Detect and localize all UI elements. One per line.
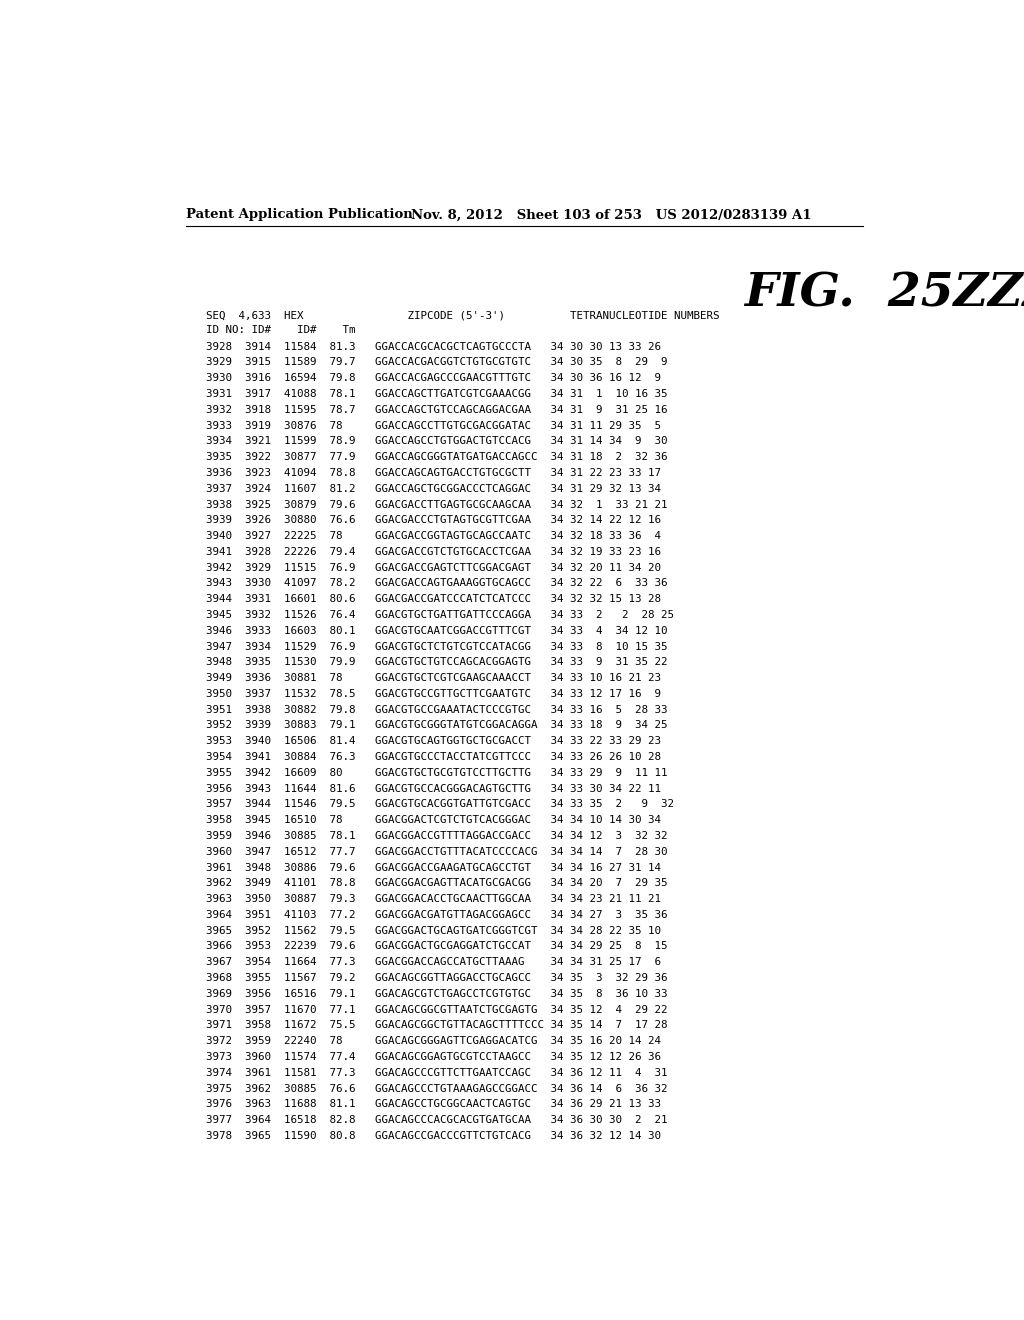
Text: 3965  3952  11562  79.5   GGACGGACTGCAGTGATCGGGTCGT  34 34 28 22 35 10: 3965 3952 11562 79.5 GGACGGACTGCAGTGATCG… bbox=[206, 925, 660, 936]
Text: 3933  3919  30876  78     GGACCAGCCTTGTGCGACGGATAC   34 31 11 29 35  5: 3933 3919 30876 78 GGACCAGCCTTGTGCGACGGA… bbox=[206, 421, 660, 430]
Text: 3959  3946  30885  78.1   GGACGGACCGTTTTAGGACCGACC   34 34 12  3  32 32: 3959 3946 30885 78.1 GGACGGACCGTTTTAGGAC… bbox=[206, 832, 667, 841]
Text: 3978  3965  11590  80.8   GGACAGCCGACCCGTTCTGTCACG   34 36 32 12 14 30: 3978 3965 11590 80.8 GGACAGCCGACCCGTTCTG… bbox=[206, 1131, 660, 1140]
Text: 3955  3942  16609  80     GGACGTGCTGCGTGTCCTTGCTTG   34 33 29  9  11 11: 3955 3942 16609 80 GGACGTGCTGCGTGTCCTTGC… bbox=[206, 768, 667, 777]
Text: 3938  3925  30879  79.6   GGACGACCTTGAGTGCGCAAGCAA   34 32  1  33 21 21: 3938 3925 30879 79.6 GGACGACCTTGAGTGCGCA… bbox=[206, 499, 667, 510]
Text: 3953  3940  16506  81.4   GGACGTGCAGTGGTGCTGCGACCT   34 33 22 33 29 23: 3953 3940 16506 81.4 GGACGTGCAGTGGTGCTGC… bbox=[206, 737, 660, 746]
Text: 3957  3944  11546  79.5   GGACGTGCACGGTGATTGTCGACC   34 33 35  2   9  32: 3957 3944 11546 79.5 GGACGTGCACGGTGATTGT… bbox=[206, 800, 674, 809]
Text: 3972  3959  22240  78     GGACAGCGGGAGTTCGAGGACATCG  34 35 16 20 14 24: 3972 3959 22240 78 GGACAGCGGGAGTTCGAGGAC… bbox=[206, 1036, 660, 1047]
Text: 3937  3924  11607  81.2   GGACCAGCTGCGGACCCTCAGGAC   34 31 29 32 13 34: 3937 3924 11607 81.2 GGACCAGCTGCGGACCCTC… bbox=[206, 483, 660, 494]
Text: 3928  3914  11584  81.3   GGACCACGCACGCTCAGTGCCCTA   34 30 30 13 33 26: 3928 3914 11584 81.3 GGACCACGCACGCTCAGTG… bbox=[206, 342, 660, 351]
Text: SEQ  4,633  HEX                ZIPCODE (5'-3')          TETRANUCLEOTIDE NUMBERS: SEQ 4,633 HEX ZIPCODE (5'-3') TETRANUCLE… bbox=[206, 312, 719, 321]
Text: ID NO: ID#    ID#    Tm: ID NO: ID# ID# Tm bbox=[206, 325, 355, 335]
Text: 3951  3938  30882  79.8   GGACGTGCCGAAATACTCCCGTGC   34 33 16  5  28 33: 3951 3938 30882 79.8 GGACGTGCCGAAATACTCC… bbox=[206, 705, 667, 714]
Text: 3958  3945  16510  78     GGACGGACTCGTCTGTCACGGGAC   34 34 10 14 30 34: 3958 3945 16510 78 GGACGGACTCGTCTGTCACGG… bbox=[206, 816, 660, 825]
Text: 3947  3934  11529  76.9   GGACGTGCTCTGTCGTCCATACGG   34 33  8  10 15 35: 3947 3934 11529 76.9 GGACGTGCTCTGTCGTCCA… bbox=[206, 642, 667, 652]
Text: 3969  3956  16516  79.1   GGACAGCGTCTGAGCCTCGTGTGC   34 35  8  36 10 33: 3969 3956 16516 79.1 GGACAGCGTCTGAGCCTCG… bbox=[206, 989, 667, 999]
Text: 3956  3943  11644  81.6   GGACGTGCCACGGGACAGTGCTTG   34 33 30 34 22 11: 3956 3943 11644 81.6 GGACGTGCCACGGGACAGT… bbox=[206, 784, 660, 793]
Text: 3961  3948  30886  79.6   GGACGGACCGAAGATGCAGCCTGT   34 34 16 27 31 14: 3961 3948 30886 79.6 GGACGGACCGAAGATGCAG… bbox=[206, 862, 660, 873]
Text: 3944  3931  16601  80.6   GGACGACCGATCCCATCTCATCCC   34 32 32 15 13 28: 3944 3931 16601 80.6 GGACGACCGATCCCATCTC… bbox=[206, 594, 660, 605]
Text: 3950  3937  11532  78.5   GGACGTGCCGTTGCTTCGAATGTC   34 33 12 17 16  9: 3950 3937 11532 78.5 GGACGTGCCGTTGCTTCGA… bbox=[206, 689, 660, 698]
Text: 3960  3947  16512  77.7   GGACGGACCTGTTTACATCCCCACG  34 34 14  7  28 30: 3960 3947 16512 77.7 GGACGGACCTGTTTACATC… bbox=[206, 847, 667, 857]
Text: 3970  3957  11670  77.1   GGACAGCGGCGTTAATCTGCGAGTG  34 35 12  4  29 22: 3970 3957 11670 77.1 GGACAGCGGCGTTAATCTG… bbox=[206, 1005, 667, 1015]
Text: 3930  3916  16594  79.8   GGACCACGAGCCCGAACGTTTGTC   34 30 36 16 12  9: 3930 3916 16594 79.8 GGACCACGAGCCCGAACGT… bbox=[206, 374, 660, 383]
Text: Patent Application Publication: Patent Application Publication bbox=[186, 209, 413, 222]
Text: 3939  3926  30880  76.6   GGACGACCCTGTAGTGCGTTCGAA   34 32 14 22 12 16: 3939 3926 30880 76.6 GGACGACCCTGTAGTGCGT… bbox=[206, 515, 660, 525]
Text: 3943  3930  41097  78.2   GGACGACCAGTGAAAGGTGCAGCC   34 32 22  6  33 36: 3943 3930 41097 78.2 GGACGACCAGTGAAAGGTG… bbox=[206, 578, 667, 589]
Text: 3941  3928  22226  79.4   GGACGACCGTCTGTGCACCTCGAA   34 32 19 33 23 16: 3941 3928 22226 79.4 GGACGACCGTCTGTGCACC… bbox=[206, 546, 660, 557]
Text: 3966  3953  22239  79.6   GGACGGACTGCGAGGATCTGCCAT   34 34 29 25  8  15: 3966 3953 22239 79.6 GGACGGACTGCGAGGATCT… bbox=[206, 941, 667, 952]
Text: 3976  3963  11688  81.1   GGACAGCCTGCGGCAACTCAGTGC   34 36 29 21 13 33: 3976 3963 11688 81.1 GGACAGCCTGCGGCAACTC… bbox=[206, 1100, 660, 1109]
Text: 3977  3964  16518  82.8   GGACAGCCCACGCACGTGATGCAA   34 36 30 30  2  21: 3977 3964 16518 82.8 GGACAGCCCACGCACGTGA… bbox=[206, 1115, 667, 1125]
Text: 3948  3935  11530  79.9   GGACGTGCTGTCCAGCACGGAGTG   34 33  9  31 35 22: 3948 3935 11530 79.9 GGACGTGCTGTCCAGCACG… bbox=[206, 657, 667, 668]
Text: 3963  3950  30887  79.3   GGACGGACACCTGCAACTTGGCAA   34 34 23 21 11 21: 3963 3950 30887 79.3 GGACGGACACCTGCAACTT… bbox=[206, 894, 660, 904]
Text: 3964  3951  41103  77.2   GGACGGACGATGTTAGACGGAGCC   34 34 27  3  35 36: 3964 3951 41103 77.2 GGACGGACGATGTTAGACG… bbox=[206, 909, 667, 920]
Text: 3936  3923  41094  78.8   GGACCAGCAGTGACCTGTGCGCTT   34 31 22 23 33 17: 3936 3923 41094 78.8 GGACCAGCAGTGACCTGTG… bbox=[206, 469, 660, 478]
Text: 3975  3962  30885  76.6   GGACAGCCCTGTAAAGAGCCGGACC  34 36 14  6  36 32: 3975 3962 30885 76.6 GGACAGCCCTGTAAAGAGC… bbox=[206, 1084, 667, 1093]
Text: 3942  3929  11515  76.9   GGACGACCGAGTCTTCGGACGAGT   34 32 20 11 34 20: 3942 3929 11515 76.9 GGACGACCGAGTCTTCGGA… bbox=[206, 562, 660, 573]
Text: 3952  3939  30883  79.1   GGACGTGCGGGTATGTCGGACAGGA  34 33 18  9  34 25: 3952 3939 30883 79.1 GGACGTGCGGGTATGTCGG… bbox=[206, 721, 667, 730]
Text: 3971  3958  11672  75.5   GGACAGCGGCTGTTACAGCTTTTCCC 34 35 14  7  17 28: 3971 3958 11672 75.5 GGACAGCGGCTGTTACAGC… bbox=[206, 1020, 667, 1031]
Text: 3929  3915  11589  79.7   GGACCACGACGGTCTGTGCGTGTC   34 30 35  8  29  9: 3929 3915 11589 79.7 GGACCACGACGGTCTGTGC… bbox=[206, 358, 667, 367]
Text: 3974  3961  11581  77.3   GGACAGCCCGTTCTTGAATCCAGC   34 36 12 11  4  31: 3974 3961 11581 77.3 GGACAGCCCGTTCTTGAAT… bbox=[206, 1068, 667, 1077]
Text: 3962  3949  41101  78.8   GGACGGACGAGTTACATGCGACGG   34 34 20  7  29 35: 3962 3949 41101 78.8 GGACGGACGAGTTACATGC… bbox=[206, 878, 667, 888]
Text: 3931  3917  41088  78.1   GGACCAGCTTGATCGTCGAAACGG   34 31  1  10 16 35: 3931 3917 41088 78.1 GGACCAGCTTGATCGTCGA… bbox=[206, 389, 667, 399]
Text: FIG.  25ZZZ: FIG. 25ZZZ bbox=[744, 271, 1024, 315]
Text: 3967  3954  11664  77.3   GGACGGACCAGCCATGCTTAAAG    34 34 31 25 17  6: 3967 3954 11664 77.3 GGACGGACCAGCCATGCTT… bbox=[206, 957, 660, 968]
Text: 3935  3922  30877  77.9   GGACCAGCGGGTATGATGACCAGCC  34 31 18  2  32 36: 3935 3922 30877 77.9 GGACCAGCGGGTATGATGA… bbox=[206, 453, 667, 462]
Text: 3954  3941  30884  76.3   GGACGTGCCCTACCTATCGTTCCC   34 33 26 26 10 28: 3954 3941 30884 76.3 GGACGTGCCCTACCTATCG… bbox=[206, 752, 660, 762]
Text: Nov. 8, 2012   Sheet 103 of 253   US 2012/0283139 A1: Nov. 8, 2012 Sheet 103 of 253 US 2012/02… bbox=[411, 209, 811, 222]
Text: 3934  3921  11599  78.9   GGACCAGCCTGTGGACTGTCCACG   34 31 14 34  9  30: 3934 3921 11599 78.9 GGACCAGCCTGTGGACTGT… bbox=[206, 437, 667, 446]
Text: 3968  3955  11567  79.2   GGACAGCGGTTAGGACCTGCAGCC   34 35  3  32 29 36: 3968 3955 11567 79.2 GGACAGCGGTTAGGACCTG… bbox=[206, 973, 667, 983]
Text: 3940  3927  22225  78     GGACGACCGGTAGTGCAGCCAATC   34 32 18 33 36  4: 3940 3927 22225 78 GGACGACCGGTAGTGCAGCCA… bbox=[206, 531, 660, 541]
Text: 3946  3933  16603  80.1   GGACGTGCAATCGGACCGTTTCGT   34 33  4  34 12 10: 3946 3933 16603 80.1 GGACGTGCAATCGGACCGT… bbox=[206, 626, 667, 636]
Text: 3949  3936  30881  78     GGACGTGCTCGTCGAAGCAAACCT   34 33 10 16 21 23: 3949 3936 30881 78 GGACGTGCTCGTCGAAGCAAA… bbox=[206, 673, 660, 684]
Text: 3932  3918  11595  78.7   GGACCAGCTGTCCAGCAGGACGAA   34 31  9  31 25 16: 3932 3918 11595 78.7 GGACCAGCTGTCCAGCAGG… bbox=[206, 405, 667, 414]
Text: 3945  3932  11526  76.4   GGACGTGCTGATTGATTCCCAGGA   34 33  2   2  28 25: 3945 3932 11526 76.4 GGACGTGCTGATTGATTCC… bbox=[206, 610, 674, 620]
Text: 3973  3960  11574  77.4   GGACAGCGGAGTGCGTCCTAAGCC   34 35 12 12 26 36: 3973 3960 11574 77.4 GGACAGCGGAGTGCGTCCT… bbox=[206, 1052, 660, 1063]
